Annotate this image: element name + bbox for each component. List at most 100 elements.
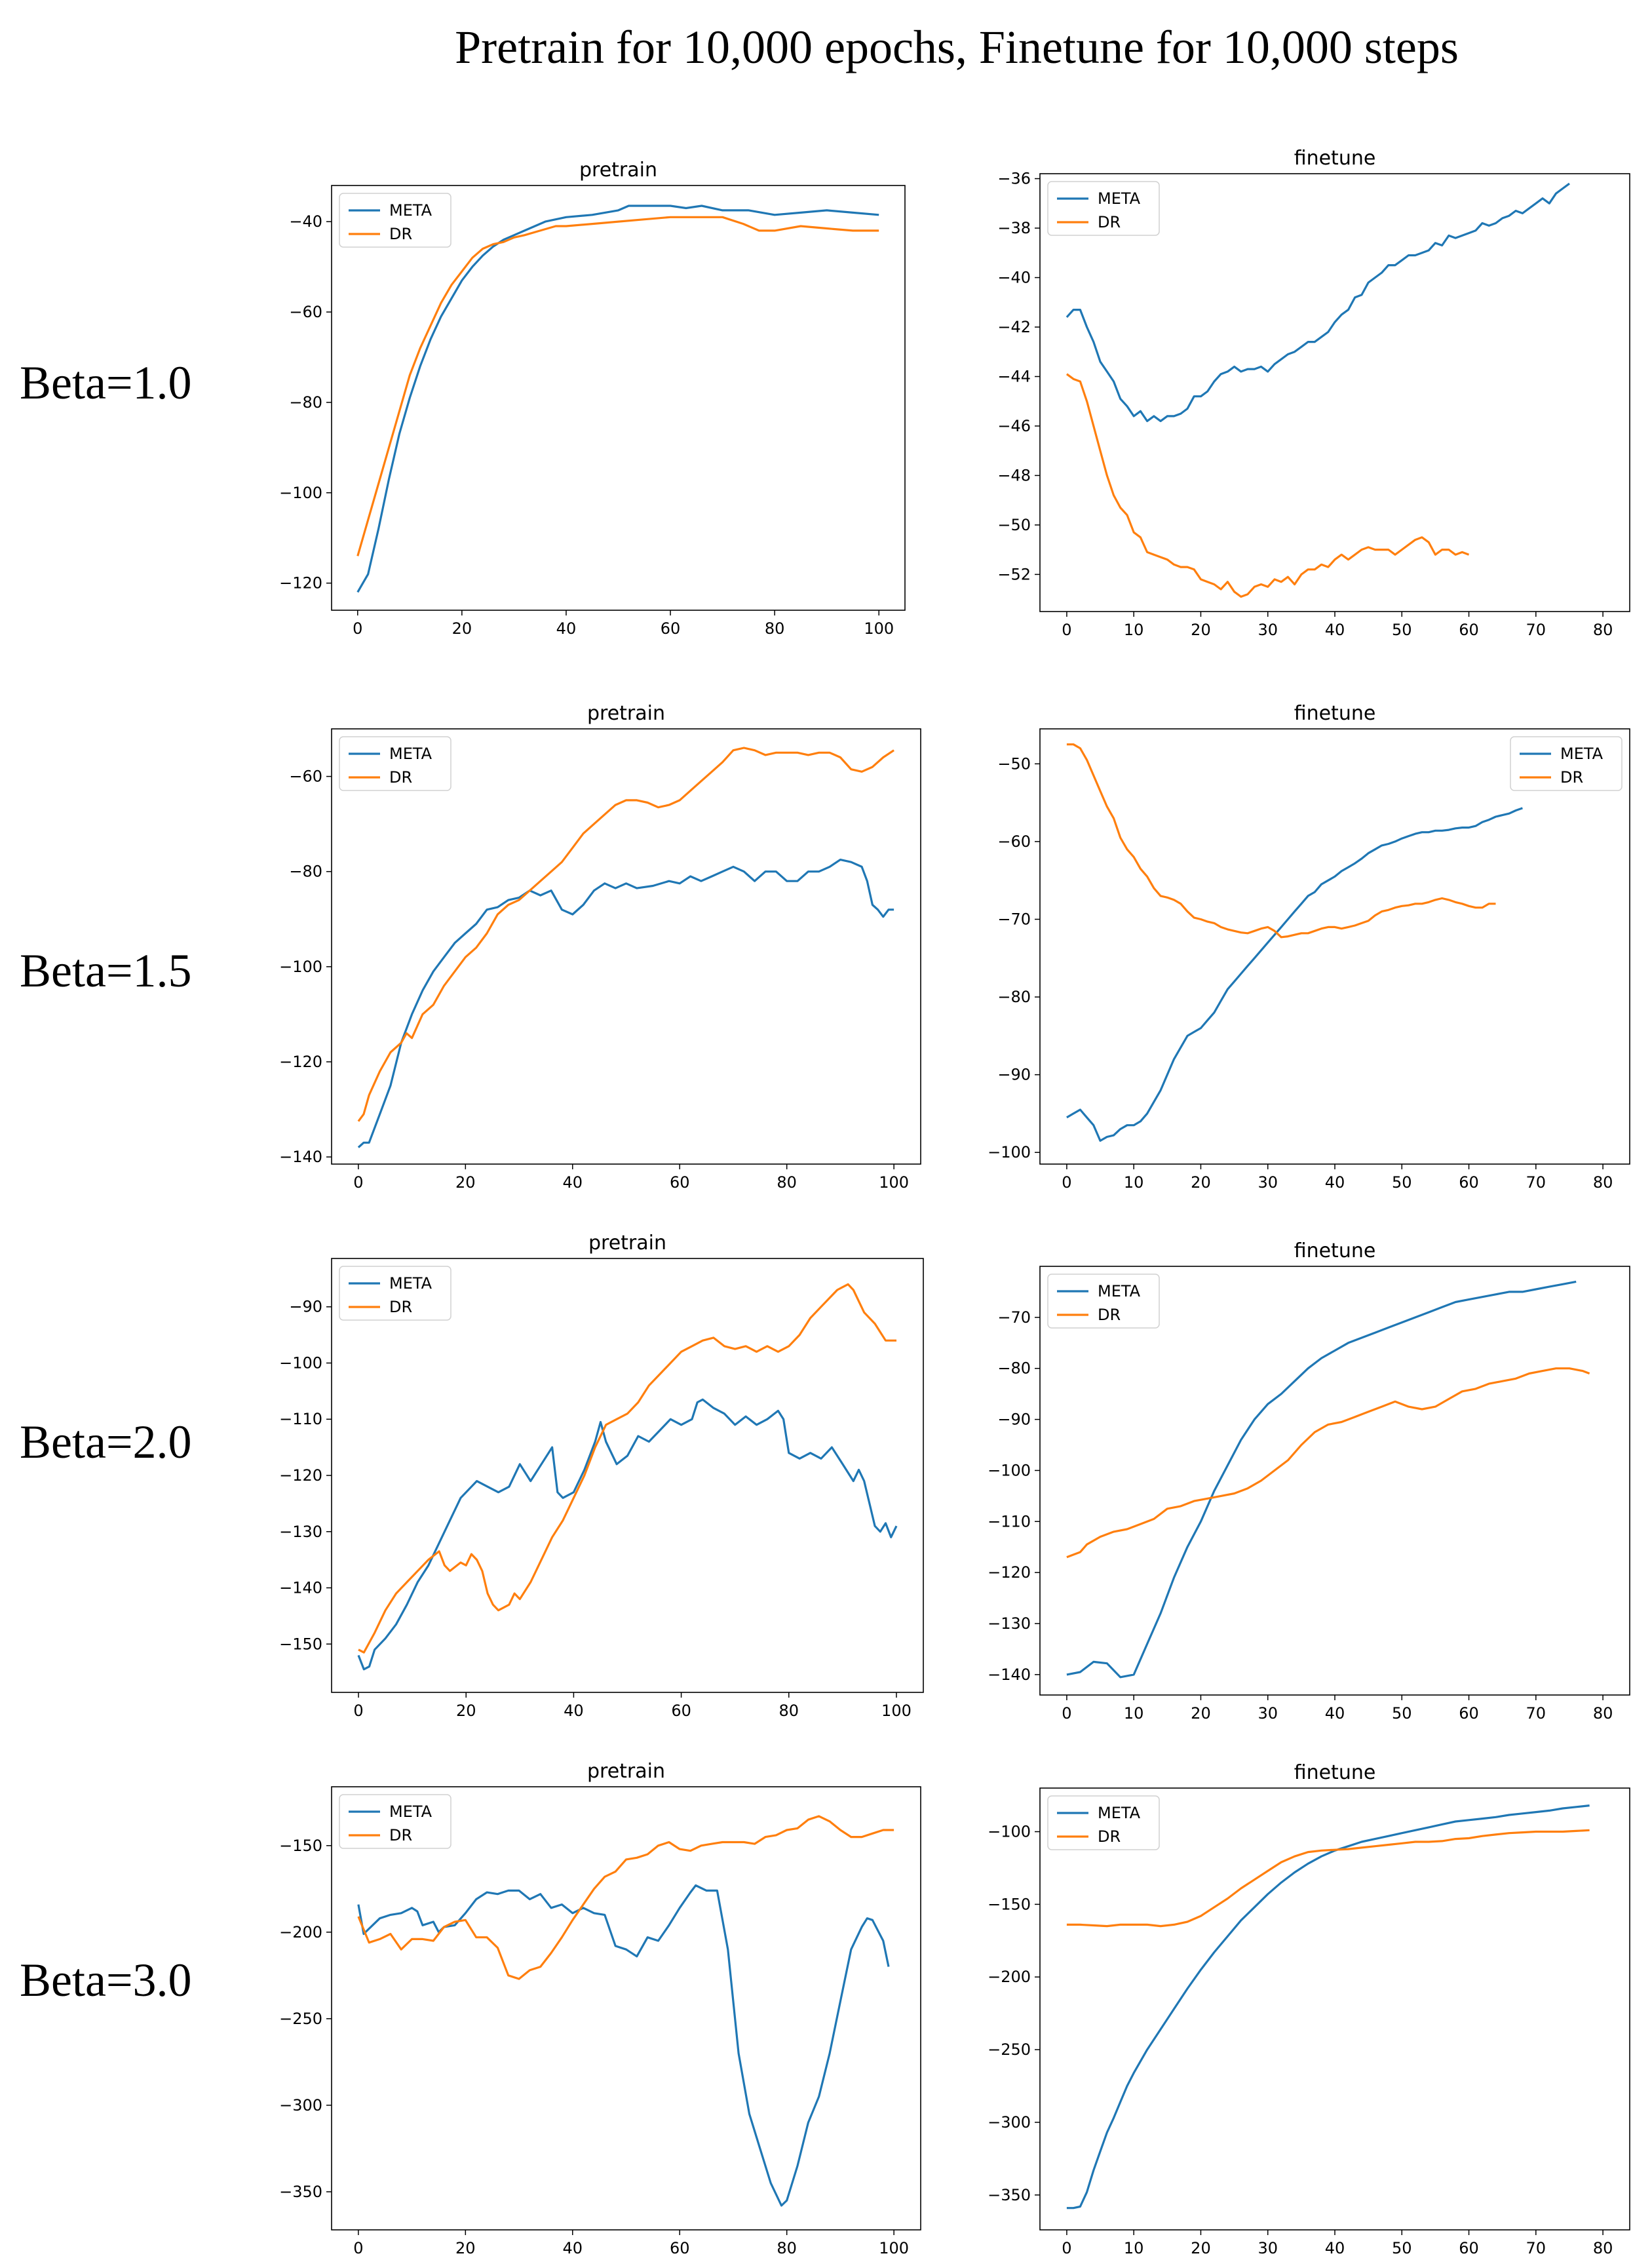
legend: META DR: [339, 193, 451, 248]
y-tick-label: −60: [997, 832, 1031, 851]
row-label-beta-2-0: Beta=2.0: [20, 1416, 192, 1468]
y-tick-label: −130: [279, 1523, 322, 1541]
x-tick-label: 40: [564, 1702, 584, 1720]
x-tick-label: 40: [1325, 621, 1345, 639]
x-tick-label: 80: [765, 619, 785, 638]
plot-frame: [1039, 728, 1630, 1165]
series-line-dr: [357, 747, 894, 1122]
plot-frame: [1039, 173, 1630, 612]
x-tick-label: 40: [1325, 1704, 1345, 1723]
legend-label-meta: META: [1560, 745, 1604, 763]
legend-label-dr: DR: [389, 768, 412, 787]
x-tick-label: 30: [1258, 1173, 1278, 1192]
x-tick-label: 80: [777, 1173, 797, 1192]
x-tick-label: 20: [1191, 2239, 1211, 2257]
y-tick-label: −120: [279, 1466, 322, 1485]
x-tick-label: 0: [353, 1173, 363, 1192]
series-line-dr: [1066, 743, 1496, 939]
y-tick-label: −80: [997, 1359, 1031, 1378]
y-tick-label: −100: [988, 1143, 1031, 1161]
series-line-meta: [1066, 182, 1570, 422]
y-tick-label: −140: [279, 1579, 322, 1597]
plot-frame: [331, 728, 921, 1165]
x-tick-label: 50: [1392, 1173, 1412, 1192]
y-tick-label: −40: [997, 269, 1031, 287]
chart-panel-0: pretrain 0 20 40 60 80 100 −120 −100 −80 −60 −40 MET…: [279, 159, 906, 638]
x-tick-label: 70: [1526, 2239, 1546, 2257]
y-tick-label: −150: [279, 1837, 322, 1855]
series-line-meta: [357, 1884, 890, 2207]
y-tick-label: −120: [279, 1053, 322, 1071]
y-tick-label: −90: [997, 1066, 1031, 1084]
legend-label-meta: META: [1098, 1804, 1141, 1822]
series-line-dr: [356, 216, 879, 556]
y-tick-label: −250: [988, 2040, 1031, 2059]
x-tick-label: 0: [353, 619, 362, 638]
y-tick-label: −44: [997, 367, 1031, 385]
x-tick-label: 0: [1062, 621, 1071, 639]
x-tick-label: 60: [671, 1702, 691, 1720]
x-tick-label: 40: [556, 619, 577, 638]
y-tick-label: −100: [988, 1461, 1031, 1479]
x-tick-label: 60: [670, 2239, 690, 2257]
x-tick-label: 70: [1526, 1173, 1546, 1192]
x-tick-label: 70: [1526, 1704, 1546, 1723]
x-tick-label: 30: [1258, 1704, 1278, 1723]
x-tick-label: 50: [1392, 621, 1412, 639]
x-tick-label: 60: [1459, 621, 1479, 639]
x-tick-label: 80: [778, 1702, 799, 1720]
y-tick-label: −70: [997, 1308, 1031, 1327]
legend-label-dr: DR: [1098, 213, 1121, 231]
x-tick-label: 60: [1459, 2239, 1479, 2257]
y-tick-label: −50: [997, 516, 1031, 534]
chart-title: finetune: [1294, 147, 1376, 170]
plot-frame: [1039, 1787, 1630, 2231]
row-label-beta-1-0: Beta=1.0: [20, 357, 192, 409]
x-tick-label: 20: [455, 1173, 476, 1192]
legend-label-dr: DR: [389, 1826, 412, 1844]
x-tick-label: 0: [353, 1702, 363, 1720]
y-tick-label: −140: [988, 1666, 1031, 1684]
legend: META DR: [339, 1794, 451, 1849]
series-line-dr: [358, 1283, 896, 1654]
series-line-meta: [1066, 1804, 1590, 2210]
y-tick-label: −90: [289, 1298, 322, 1316]
y-tick-label: −120: [988, 1563, 1031, 1582]
x-tick-label: 10: [1124, 621, 1144, 639]
y-tick-label: −36: [997, 170, 1031, 188]
y-tick-label: −120: [279, 574, 322, 593]
legend-label-dr: DR: [1098, 1827, 1121, 1846]
legend-label-dr: DR: [1098, 1306, 1121, 1324]
y-tick-label: −110: [988, 1512, 1031, 1530]
chart-title: finetune: [1294, 1761, 1376, 1784]
legend-label-meta: META: [389, 1802, 432, 1821]
y-tick-label: −42: [997, 318, 1031, 336]
y-tick-label: −100: [988, 1823, 1031, 1841]
x-tick-label: 40: [562, 1173, 583, 1192]
x-tick-label: 10: [1124, 1173, 1144, 1192]
x-tick-label: 10: [1124, 2239, 1144, 2257]
y-tick-label: −60: [289, 768, 322, 786]
figure-title: Pretrain for 10,000 epochs, Finetune for…: [455, 21, 1459, 73]
y-tick-label: −80: [997, 988, 1031, 1006]
series-line-dr: [1066, 1367, 1590, 1559]
y-tick-label: −110: [279, 1410, 322, 1428]
x-tick-label: 100: [864, 619, 894, 638]
x-tick-label: 40: [1325, 2239, 1345, 2257]
series-line-meta: [357, 859, 894, 1148]
y-tick-label: −48: [997, 466, 1031, 484]
series-line-meta: [1066, 1280, 1577, 1679]
x-tick-label: 40: [562, 2239, 583, 2257]
y-tick-label: −100: [279, 1354, 322, 1372]
y-tick-label: −150: [279, 1635, 322, 1653]
legend-label-meta: META: [389, 745, 432, 763]
chart-panel-6: pretrain 0 20 40 60 80 100 −350 −300 −250 −200 −150…: [279, 1760, 921, 2257]
y-tick-label: −300: [988, 2113, 1031, 2132]
x-tick-label: 80: [1593, 2239, 1613, 2257]
plot-frame: [331, 1258, 924, 1693]
legend: META DR: [339, 736, 451, 791]
chart-panel-7: finetune 0 10 20 30 40 50 60 70 80 −350 −300 −250 −20…: [988, 1761, 1630, 2257]
y-tick-label: −40: [289, 212, 322, 231]
x-tick-label: 50: [1392, 1704, 1412, 1723]
